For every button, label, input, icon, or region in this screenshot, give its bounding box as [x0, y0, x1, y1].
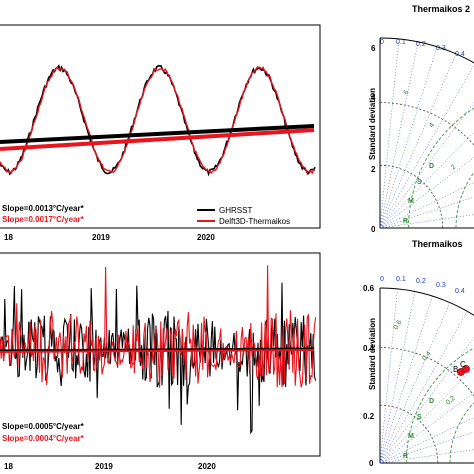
top-series-group [0, 64, 316, 177]
top-xtick-2: 2020 [197, 233, 215, 242]
taylor-bottom-inner-2: 0.2 [445, 395, 457, 407]
taylor-bottom-corr-ray-7 [379, 392, 474, 464]
taylor-top-outer-arc [379, 37, 474, 64]
taylor-diagram-bottom: Thermaikos Standard deviation 0 0.2 0.4 … [363, 239, 474, 468]
taylor-top-corr-ray-9 [379, 196, 474, 229]
taylor-bottom-inner-1: 0.4 [421, 350, 433, 362]
taylor-top-ytick-2: 4 [371, 93, 376, 102]
taylor-bottom-corr-1: 0.1 [396, 276, 406, 283]
top-slope-delft3d: Slope=0.0017°C/year* [2, 215, 85, 224]
taylor-top-corr-ray-7 [379, 157, 474, 229]
taylor-bottom-ylabel: Standard deviation [368, 318, 377, 390]
top-plot-frame [0, 24, 321, 229]
taylor-bottom-inner-0: 0.6 [393, 319, 404, 331]
taylor-bottom-rms-r: R [403, 453, 408, 460]
taylor-top-ylabel: Standard deviation [368, 88, 377, 160]
bottom-line-delft3d [0, 265, 317, 388]
bottom-xtick-1: 2019 [95, 462, 113, 471]
taylor-top-corr-ray-5 [379, 102, 474, 229]
top-timeseries-panel: Slope=0.0013°C/year* Slope=0.0017°C/year… [0, 24, 321, 242]
taylor-bottom-corr-ray-2 [379, 295, 433, 464]
bottom-timeseries-panel: Slope=0.0005°C/year* Slope=0.0004°C/year… [0, 252, 321, 471]
taylor-top-inner-1: 4 [428, 122, 436, 130]
taylor-bottom-ytick-3: 0.6 [363, 284, 375, 293]
top-line-delft3d [0, 65, 316, 175]
bottom-slope-delft3d: Slope=0.0004°C/year* [2, 434, 85, 443]
taylor-top-corr-ray-3 [379, 53, 457, 229]
taylor-bottom-rms-d: D [429, 398, 434, 405]
taylor-bottom-corr-ray-1 [379, 291, 416, 464]
taylor-bottom-corr-ray-3 [379, 302, 451, 464]
taylor-top-corr-1: 0.1 [396, 39, 406, 46]
taylor-top-rms-r: R [403, 218, 408, 225]
taylor-top-corr-ray-10 [379, 214, 474, 229]
taylor-bottom-corr-4: 0.4 [455, 288, 465, 295]
taylor-top-corr-0: 0 [380, 39, 384, 46]
taylor-top-corr-4: 0.4 [455, 51, 465, 58]
bottom-slope-ghrsst: Slope=0.0005°C/year* [2, 422, 85, 431]
taylor-diagram-top: Thermaikos 2 Standard deviation 0 2 4 6 … [368, 4, 474, 234]
taylor-bottom-corr-ray-8 [379, 417, 474, 464]
taylor-top-inner-0: 6 [403, 89, 411, 96]
taylor-top-rmsd-arc-2 [408, 107, 474, 229]
bottom-trend-delft3d [0, 349, 315, 353]
legend-label-ghrsst: GHRSST [219, 206, 252, 215]
bottom-xtick-0: 18 [4, 462, 13, 471]
taylor-top-ytick-0: 0 [371, 225, 376, 234]
taylor-bottom-rmsd-arc-2 [405, 347, 474, 464]
bottom-xtick-2: 2020 [198, 462, 216, 471]
taylor-bottom-title: Thermaikos [412, 239, 463, 249]
taylor-bottom-corr-ray-10 [379, 449, 474, 464]
top-xtick-0: 18 [4, 233, 13, 242]
taylor-bottom-corr-0: 0 [380, 276, 384, 283]
taylor-top-rms-d: D [429, 163, 434, 170]
top-slope-ghrsst: Slope=0.0013°C/year* [2, 204, 85, 213]
taylor-bottom-std-arc-1 [379, 347, 474, 397]
taylor-top-ytick-3: 6 [371, 44, 376, 53]
taylor-top-inner-2: 2 [450, 164, 458, 172]
taylor-top-rmsd-arc-1 [455, 171, 474, 229]
taylor-bottom-corr-ray-5 [379, 337, 474, 464]
taylor-bottom-rms-m: M [408, 433, 414, 440]
taylor-top-ytick-1: 2 [371, 165, 376, 174]
taylor-point-c-label: C [460, 360, 466, 369]
taylor-bottom-corr-ray-4 [379, 311, 468, 464]
taylor-bottom-ytick-2: 0.4 [363, 344, 375, 353]
taylor-bottom-outer-arc [379, 287, 474, 317]
taylor-bottom-ytick-0: 0 [369, 459, 374, 468]
top-trend-delft3d [0, 128, 315, 151]
taylor-bottom-rms-s: S [417, 414, 422, 421]
taylor-bottom-corr-ray-6 [379, 366, 474, 464]
taylor-bottom-corr-3: 0.3 [436, 282, 446, 289]
taylor-top-corr-ray-4 [379, 64, 474, 229]
taylor-bottom-rmsd-arc-1 [449, 402, 474, 464]
taylor-point-b-label: B [453, 365, 458, 374]
bottom-series-group [0, 265, 317, 435]
taylor-top-corr-2: 0.2 [416, 41, 426, 48]
top-xtick-1: 2019 [92, 233, 110, 242]
taylor-bottom-std-arc-0 [379, 404, 439, 464]
legend-label-delft3d: Delft3D-Thermaikos [219, 217, 290, 226]
taylor-top-std-arc-0 [379, 164, 444, 229]
top-line-ghrsst [0, 64, 316, 177]
taylor-top-title: Thermaikos 2 [412, 4, 470, 14]
taylor-top-rms-s: S [417, 179, 422, 186]
top-trend-ghrsst [0, 124, 315, 144]
bottom-plot-frame [0, 252, 321, 457]
taylor-top-corr-ray-0 [379, 38, 400, 229]
taylor-bottom-corr-ray-9 [379, 431, 474, 464]
taylor-point-c [462, 365, 470, 373]
taylor-bottom-ytick-1: 0.2 [363, 412, 375, 421]
taylor-bottom-corr-2: 0.2 [416, 278, 426, 285]
taylor-bottom-corr-ray-0 [379, 288, 398, 464]
